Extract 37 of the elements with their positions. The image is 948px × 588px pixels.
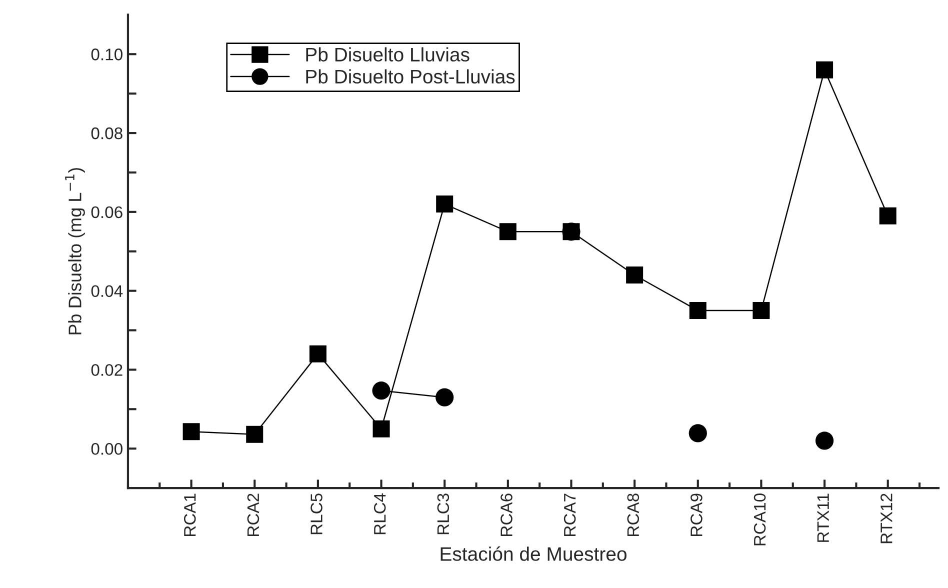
x-tick-label: RLC5	[310, 494, 322, 534]
point	[816, 61, 834, 78]
point	[815, 432, 834, 450]
y-tick-label: 0.04	[91, 285, 123, 298]
point	[309, 345, 326, 362]
point	[879, 207, 896, 224]
x-tick-label: RTX11	[817, 494, 829, 542]
x-tick-label: RCA1	[184, 494, 196, 536]
x-axis-title: Estación de Muestreo	[440, 546, 626, 561]
x-tick-label: RCA8	[627, 494, 640, 536]
x-tick-label: RCA7	[564, 494, 576, 536]
y-tick-label: 0.02	[91, 364, 122, 376]
x-tick-label: RCA9	[690, 494, 702, 536]
point	[372, 382, 390, 400]
y-tick-label: 0.08	[91, 127, 122, 140]
point	[436, 388, 454, 406]
x-tick-label: RTX12	[880, 494, 892, 544]
point	[372, 420, 390, 438]
point	[688, 424, 707, 442]
y-axis-title: Pb Disuelto (mg L$^{−1}$)	[65, 168, 85, 334]
point	[752, 302, 770, 320]
x-tick-label: RCA2	[247, 494, 260, 536]
point	[499, 223, 516, 240]
point	[246, 426, 264, 443]
y-tick-label: 0.00	[91, 442, 122, 455]
point	[182, 423, 200, 440]
x-tick-label: RLC3	[437, 494, 450, 534]
x-tick-label: RCA6	[500, 494, 512, 536]
y-tick-label: 0.10	[91, 48, 122, 60]
legend-label: Pb Disuelto Lluvias	[306, 47, 470, 62]
x-tick-label: RCA10	[754, 494, 766, 546]
legend-label: Pb Disuelto Post-Lluvias	[306, 69, 515, 84]
point	[436, 196, 454, 213]
point	[689, 302, 706, 320]
y-tick-label: 0.06	[91, 206, 122, 218]
point	[626, 266, 644, 284]
x-tick-label: RLC4	[374, 493, 386, 534]
